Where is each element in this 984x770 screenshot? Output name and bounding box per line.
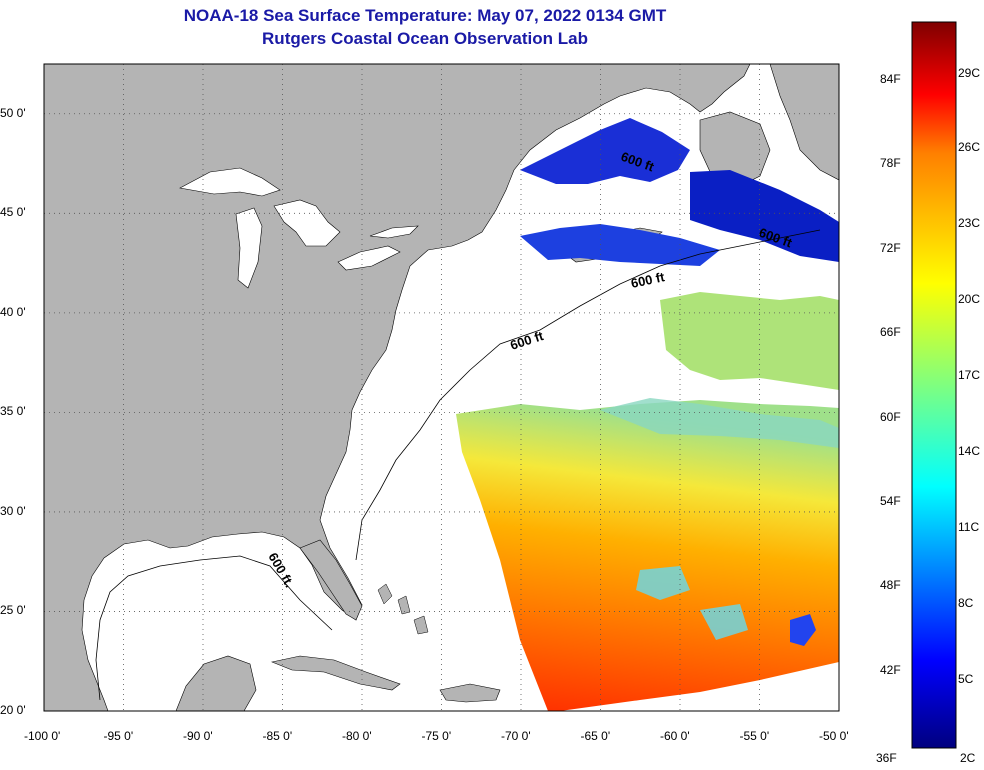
map-title: NOAA-18 Sea Surface Temperature: May 07,… xyxy=(183,6,667,25)
colorbar xyxy=(911,21,957,749)
sst-cold-maine xyxy=(520,224,720,266)
lat-tick-label: 30 0' xyxy=(0,503,26,518)
lat-tick-label: 25 0' xyxy=(0,603,26,618)
land-newfoundland xyxy=(699,111,771,189)
colorbar-label-f: 42F xyxy=(880,663,901,677)
land-bahamas xyxy=(377,583,429,635)
lon-tick-label: -65 0' xyxy=(580,729,611,743)
colorbar-label-c: 11C xyxy=(958,520,980,534)
colorbar-min-f: 36F xyxy=(876,751,897,765)
lat-tick-label: 50 0' xyxy=(0,105,26,120)
lon-tick-label: -60 0' xyxy=(660,729,690,743)
sst-warm-swath xyxy=(456,400,839,711)
land-north-america xyxy=(44,64,751,711)
lat-tick-label: 45 0' xyxy=(0,205,26,220)
sst-cold-labrador xyxy=(690,170,839,262)
colorbar-label-f: 54F xyxy=(880,494,901,508)
lat-tick-label: 20 0' xyxy=(0,703,26,717)
lon-tick-label: -80 0' xyxy=(342,729,372,743)
colorbar-label-c: 26C xyxy=(958,140,981,154)
lon-tick-label: -75 0' xyxy=(421,729,452,743)
lon-tick-label: -55 0' xyxy=(739,729,770,743)
lat-tick-label: 35 0' xyxy=(0,404,26,419)
colorbar-min-c: 2C xyxy=(960,751,976,765)
map-subtitle: Rutgers Coastal Ocean Observation Lab xyxy=(262,29,588,48)
colorbar-label-c: 14C xyxy=(958,444,981,458)
colorbar-label-c: 17C xyxy=(958,368,981,382)
colorbar-label-c: 20C xyxy=(958,292,981,306)
lake-superior xyxy=(179,167,281,197)
colorbar-label-f: 72F xyxy=(880,241,901,255)
sst-cold-st-lawrence xyxy=(520,118,690,184)
colorbar-label-c: 23C xyxy=(958,216,981,230)
lon-tick-label: -100 0' xyxy=(24,729,61,743)
colorbar-label-f: 60F xyxy=(880,410,901,424)
colorbar-label-f: 84F xyxy=(880,72,901,86)
colorbar-label-f: 48F xyxy=(880,578,901,592)
sst-north-patches xyxy=(660,292,839,390)
colorbar-label-c: 8C xyxy=(958,596,974,610)
lon-tick-label: -90 0' xyxy=(183,729,213,743)
land-hispaniola xyxy=(439,683,501,703)
lake-michigan-huron xyxy=(235,199,341,289)
land-florida xyxy=(299,539,363,621)
colorbar-label-c: 29C xyxy=(958,66,981,80)
land-cuba xyxy=(270,655,401,691)
lat-tick-label: 40 0' xyxy=(0,304,26,319)
contour-600ft xyxy=(95,229,821,701)
lake-erie-ontario xyxy=(337,225,419,271)
land-greenland-edge xyxy=(769,64,839,181)
lon-tick-label: -50 0' xyxy=(819,729,849,743)
sst-mid-patches xyxy=(600,398,839,448)
colorbar-label-f: 66F xyxy=(880,325,901,339)
lon-tick-label: -95 0' xyxy=(103,729,134,743)
lon-tick-label: -70 0' xyxy=(501,729,531,743)
sst-cyan-patch-1 xyxy=(636,566,748,640)
contour-label: 600 ft xyxy=(630,269,667,291)
colorbar-label-c: 5C xyxy=(958,672,974,686)
colorbar-label-f: 78F xyxy=(880,156,901,170)
land-yucatan xyxy=(175,655,257,711)
sst-blue-patch-1 xyxy=(790,614,816,646)
map-frame xyxy=(43,63,840,712)
lon-tick-label: -85 0' xyxy=(262,729,293,743)
